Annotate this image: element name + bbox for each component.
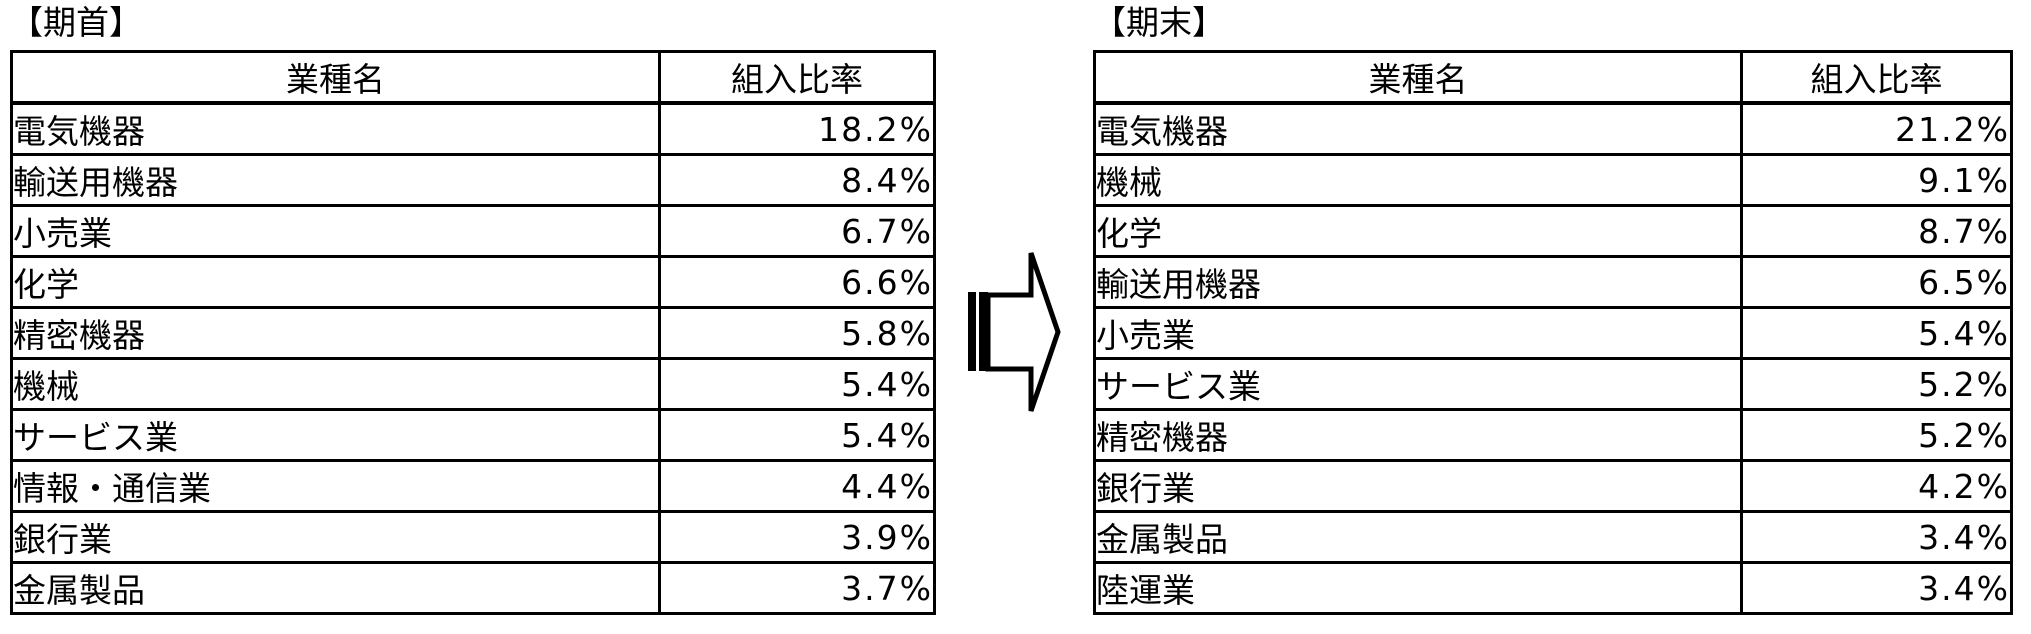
ratio-cell: 6.6%: [658, 255, 936, 309]
industry-cell: 銀行業: [1093, 459, 1743, 513]
industry-cell: 情報・通信業: [10, 459, 661, 513]
ratio-cell: 6.7%: [658, 204, 936, 258]
industry-cell: 電気機器: [10, 101, 661, 156]
table-row: 化学 6.6%: [10, 255, 936, 309]
ratio-cell: 3.4%: [1740, 561, 2013, 615]
table-row: 小売業 6.7%: [10, 204, 936, 258]
ratio-cell: 5.2%: [1740, 357, 2013, 411]
ratio-cell: 4.4%: [658, 459, 936, 513]
period-start-rows: 電気機器 18.2% 輸送用機器 8.4% 小売業 6.7% 化学 6.6% 精密機器 5.8% 機…: [10, 101, 936, 615]
ratio-cell: 5.4%: [1740, 306, 2013, 360]
ratio-cell: 4.2%: [1740, 459, 2013, 513]
table-row: 機械 5.4%: [10, 357, 936, 411]
ratio-cell: 5.8%: [658, 306, 936, 360]
table-row: 化学 8.7%: [1093, 204, 2013, 258]
ratio-cell: 18.2%: [658, 101, 936, 156]
table-row: 陸運業 3.4%: [1093, 561, 2013, 615]
header-row: 業種名 組入比率: [1093, 50, 2013, 105]
industry-cell: 機械: [10, 357, 661, 411]
ratio-cell: 8.4%: [658, 153, 936, 207]
ratio-cell: 3.9%: [658, 510, 936, 564]
industry-cell: 小売業: [1093, 306, 1743, 360]
industry-cell: 化学: [10, 255, 661, 309]
ratio-column-header: 組入比率: [658, 50, 936, 105]
ratio-cell: 5.2%: [1740, 408, 2013, 462]
industry-cell: 金属製品: [10, 561, 661, 615]
period-start-title: 【期首】: [10, 3, 142, 42]
industry-cell: 精密機器: [10, 306, 661, 360]
industry-column-header: 業種名: [1093, 50, 1743, 105]
table-row: 銀行業 4.2%: [1093, 459, 2013, 513]
period-start-table: 業種名 組入比率 電気機器 18.2% 輸送用機器 8.4% 小売業 6.7% 化学 6.6%…: [10, 50, 936, 615]
industry-cell: 輸送用機器: [10, 153, 661, 207]
block-arrow-right-icon: [968, 252, 1061, 412]
table-row: 銀行業 3.9%: [10, 510, 936, 564]
period-end-title: 【期末】: [1093, 3, 1225, 42]
industry-cell: 金属製品: [1093, 510, 1743, 564]
table-row: 精密機器 5.2%: [1093, 408, 2013, 462]
industry-cell: 電気機器: [1093, 101, 1743, 156]
industry-cell: 精密機器: [1093, 408, 1743, 462]
table-row: 金属製品 3.4%: [1093, 510, 2013, 564]
ratio-cell: 6.5%: [1740, 255, 2013, 309]
period-end-panel: 【期末】 業種名 組入比率 電気機器 21.2% 機械 9.1% 化学 8.7% 輸送用機器…: [1093, 0, 2013, 615]
table-row: 電気機器 18.2%: [10, 101, 936, 156]
ratio-cell: 5.4%: [658, 357, 936, 411]
transition-arrow: [963, 245, 1063, 415]
table-row: サービス業 5.4%: [10, 408, 936, 462]
ratio-column-header: 組入比率: [1740, 50, 2013, 105]
table-row: 金属製品 3.7%: [10, 561, 936, 615]
industry-cell: 輸送用機器: [1093, 255, 1743, 309]
ratio-cell: 8.7%: [1740, 204, 2013, 258]
ratio-cell: 3.4%: [1740, 510, 2013, 564]
table-row: 情報・通信業 4.4%: [10, 459, 936, 513]
table-row: 輸送用機器 6.5%: [1093, 255, 2013, 309]
industry-cell: サービス業: [1093, 357, 1743, 411]
header-row: 業種名 組入比率: [10, 50, 936, 105]
ratio-cell: 5.4%: [658, 408, 936, 462]
industry-cell: 化学: [1093, 204, 1743, 258]
period-end-table: 業種名 組入比率 電気機器 21.2% 機械 9.1% 化学 8.7% 輸送用機器 6.5% 小…: [1093, 50, 2013, 615]
table-row: 電気機器 21.2%: [1093, 101, 2013, 156]
table-row: 小売業 5.4%: [1093, 306, 2013, 360]
period-start-panel: 【期首】 業種名 組入比率 電気機器 18.2% 輸送用機器 8.4% 小売業 6.7% 化…: [10, 0, 936, 615]
ratio-cell: 3.7%: [658, 561, 936, 615]
industry-cell: 小売業: [10, 204, 661, 258]
industry-column-header: 業種名: [10, 50, 661, 105]
industry-cell: 機械: [1093, 153, 1743, 207]
table-row: 輸送用機器 8.4%: [10, 153, 936, 207]
industry-cell: サービス業: [10, 408, 661, 462]
ratio-cell: 9.1%: [1740, 153, 2013, 207]
table-row: サービス業 5.2%: [1093, 357, 2013, 411]
ratio-cell: 21.2%: [1740, 101, 2013, 156]
industry-cell: 銀行業: [10, 510, 661, 564]
period-end-rows: 電気機器 21.2% 機械 9.1% 化学 8.7% 輸送用機器 6.5% 小売業 5.4% サービ…: [1093, 101, 2013, 615]
table-row: 機械 9.1%: [1093, 153, 2013, 207]
industry-cell: 陸運業: [1093, 561, 1743, 615]
table-row: 精密機器 5.8%: [10, 306, 936, 360]
